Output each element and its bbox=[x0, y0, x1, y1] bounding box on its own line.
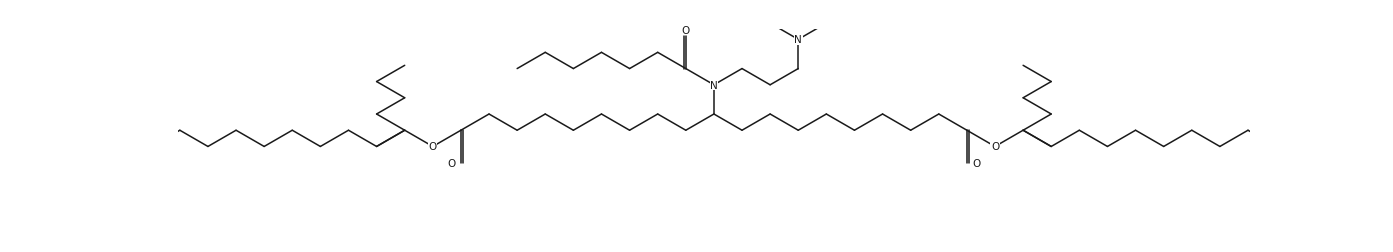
Text: N: N bbox=[794, 35, 802, 45]
Text: O: O bbox=[429, 142, 437, 152]
Text: O: O bbox=[972, 159, 981, 169]
Text: O: O bbox=[447, 159, 456, 169]
Text: O: O bbox=[681, 26, 690, 36]
Text: N: N bbox=[710, 80, 717, 90]
Text: O: O bbox=[990, 142, 999, 152]
